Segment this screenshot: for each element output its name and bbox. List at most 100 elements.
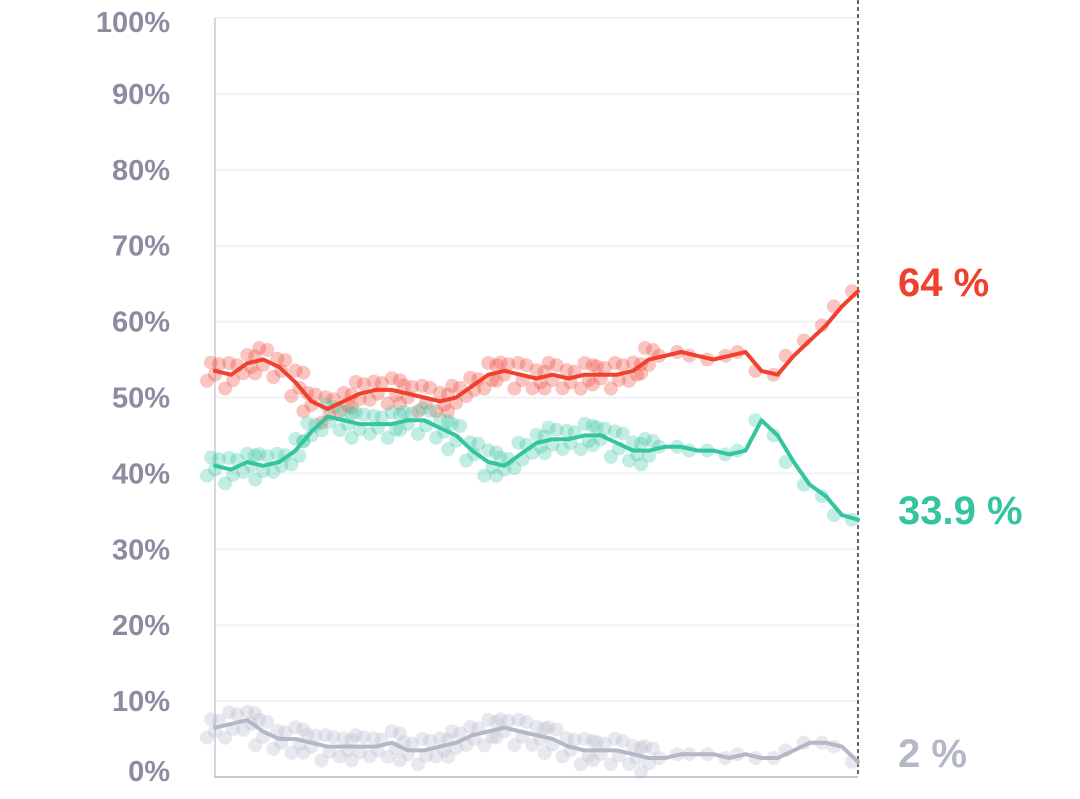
green-poll-dot	[577, 416, 592, 431]
red-poll-dot	[218, 381, 233, 396]
grey-poll-dot	[585, 733, 600, 748]
red-poll-dot	[423, 380, 437, 395]
y-tick-label: 30%	[112, 534, 170, 566]
green-poll-dot	[344, 406, 359, 421]
red-poll-dot	[278, 353, 293, 368]
green-poll-dot	[573, 442, 588, 457]
grey-poll-dot	[318, 728, 333, 742]
red-poll-dot	[537, 381, 552, 396]
grey-poll-dot	[597, 736, 612, 751]
green-poll-dot	[441, 414, 456, 428]
grey-poll-dot	[537, 721, 552, 736]
green-poll-dot	[270, 446, 285, 461]
grey-poll-dot	[634, 740, 648, 755]
red-poll-dot	[200, 373, 214, 388]
green-poll-dot	[441, 442, 456, 457]
grey-poll-dot	[463, 719, 478, 734]
red-poll-dot	[646, 343, 660, 357]
red-poll-dot	[814, 318, 829, 333]
grey-poll-dot	[278, 725, 293, 740]
green-poll-dot	[362, 426, 377, 441]
grey-poll-dot	[541, 720, 556, 735]
green-poll-dot	[453, 418, 468, 433]
green-poll-dot	[336, 404, 351, 419]
grey-poll-dot	[308, 729, 323, 743]
grey-poll-dot	[384, 724, 399, 739]
y-tick-label: 60%	[112, 307, 170, 339]
grey-poll-dot	[266, 741, 281, 756]
red-poll-dot	[489, 358, 504, 373]
green-poll-dot	[493, 450, 508, 465]
y-axis-ticks: 0% 10% 20% 30% 40% 50% 60% 70% 80% 90% 100%	[96, 7, 170, 788]
grey-poll-dot	[537, 745, 552, 760]
green-poll-dot	[489, 468, 504, 483]
grey-poll-dot	[453, 726, 468, 741]
grey-poll-dot	[326, 730, 341, 745]
red-poll-dot	[348, 375, 363, 389]
green-poll-dot	[236, 464, 251, 479]
poll-dots	[200, 284, 859, 779]
green-poll-dot	[511, 435, 526, 450]
green-poll-dot	[200, 468, 214, 483]
grey-poll-dot	[270, 723, 285, 738]
y-tick-label: 50%	[112, 383, 170, 415]
red-poll-dot	[204, 355, 218, 370]
grey-poll-dot	[429, 749, 444, 764]
grey-poll-dot	[336, 731, 351, 746]
grey-poll-dot	[529, 719, 544, 734]
grey-poll-dot	[607, 731, 622, 746]
green-poll-dot	[646, 434, 660, 449]
red-poll-dot	[248, 366, 263, 381]
red-poll-dot	[597, 360, 612, 375]
red-poll-dot	[356, 377, 371, 392]
grey-poll-dot	[260, 714, 275, 729]
y-tick-label: 10%	[112, 686, 170, 718]
red-poll-dot	[380, 396, 395, 411]
green-poll-dot	[529, 427, 544, 442]
green-poll-dot	[248, 472, 263, 487]
green-poll-dot	[396, 404, 411, 419]
grey-poll-dot	[284, 745, 299, 760]
red-poll-dot	[555, 381, 570, 396]
grey-poll-dot	[248, 738, 263, 753]
green-poll-dot	[634, 457, 648, 472]
green-poll-dot	[537, 446, 552, 461]
green-poll-dot	[256, 464, 271, 479]
green-poll-dot	[392, 407, 407, 422]
red-poll-dot	[477, 381, 492, 396]
green-poll-dot	[392, 423, 407, 438]
grey-poll-dot	[248, 706, 263, 721]
grey-poll-dot	[344, 732, 359, 747]
grey-poll-dot	[589, 735, 604, 750]
y-tick-label: 0%	[128, 756, 170, 788]
grey-poll-dot	[477, 738, 492, 753]
green-poll-dot	[212, 452, 226, 466]
red-poll-dot	[489, 373, 504, 388]
red-poll-dot	[603, 381, 618, 396]
green-poll-dot	[778, 455, 793, 469]
green-poll-dot	[218, 476, 233, 491]
green-poll-dot	[445, 416, 460, 431]
green-poll-dot	[766, 428, 781, 443]
green-poll-dot	[471, 436, 486, 451]
grey-poll-dot	[252, 712, 267, 727]
red-poll-dot	[392, 396, 407, 411]
red-poll-dot	[362, 392, 377, 407]
grey-poll-dot	[296, 722, 311, 737]
grey-poll-dot	[344, 753, 359, 768]
red-poll-dot	[318, 390, 333, 405]
green-poll-dot	[607, 424, 622, 439]
grey-poll-dot	[366, 731, 381, 746]
red-poll-dot	[585, 358, 600, 373]
red-poll-dot	[222, 356, 237, 370]
green-poll-dot	[481, 443, 496, 458]
green-poll-dot	[603, 449, 618, 464]
green-poll-dot	[589, 420, 604, 435]
red-poll-dot	[549, 358, 564, 373]
grey-poll-dot	[240, 704, 255, 719]
green-poll-dot	[489, 445, 504, 460]
grey-poll-dot	[549, 722, 564, 737]
green-poll-dot	[559, 423, 574, 438]
green-poll-dot	[308, 417, 323, 432]
grey-poll-dot	[525, 738, 540, 753]
